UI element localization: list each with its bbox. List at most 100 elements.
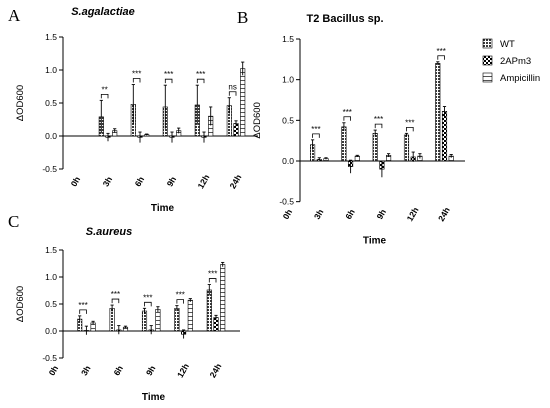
chart-title: S.agalactiae: [71, 6, 135, 18]
y-tick-label: 1.5: [45, 245, 57, 255]
y-tick-label: 1.0: [45, 272, 57, 282]
y-tick-label: -0.5: [42, 164, 57, 174]
significance-label: ***: [78, 301, 87, 310]
significance-bracket: [312, 133, 320, 138]
bar-ampicillin: [220, 264, 226, 332]
y-tick-label: 1.0: [282, 75, 294, 85]
bar-wt: [435, 63, 441, 162]
chart-panel-B: B T2 Bacillus sp. -0.5 0.0 0.5 1.0 1.5 ΔOD600 0h…: [237, 8, 465, 247]
significance-label: ***: [176, 291, 185, 300]
chart-panels: A S.agalactiae -0.5 0.0 0.5 1.0 1.5 ΔOD600 0h 3h *…: [8, 6, 465, 403]
significance-label: **: [102, 85, 108, 94]
x-tick-label: 3h: [79, 364, 93, 378]
x-tick-label: 9h: [165, 175, 179, 189]
significance-label: ***: [311, 125, 320, 134]
x-tick-label: 0h: [69, 175, 83, 189]
x-tick-label: 0h: [47, 364, 61, 378]
significance-label: ***: [343, 108, 352, 117]
chart-panel-C: C S.aureus -0.5 0.0 0.5 1.0 1.5 ΔOD600 0h 3h *** 6h…: [8, 212, 240, 403]
legend-swatch-ampicillin: [482, 72, 493, 83]
significance-bracket: [228, 91, 237, 96]
legend-swatch-wt: [482, 38, 493, 49]
bar-wt: [206, 289, 212, 332]
significance-bracket: [406, 126, 414, 132]
y-axis-label: ΔOD600: [15, 286, 26, 322]
significance-bracket: [132, 78, 141, 83]
bar-wt: [141, 310, 148, 332]
y-tick-label: 0.5: [282, 115, 294, 125]
significance-label: ***: [164, 70, 173, 79]
significance-bracket: [176, 299, 184, 304]
significance-bracket: [111, 298, 120, 304]
significance-bracket: [437, 55, 445, 60]
significance-bracket: [164, 78, 173, 84]
y-tick-label: -0.5: [279, 197, 294, 207]
y-axis-label: ΔOD600: [252, 102, 263, 138]
significance-bracket: [196, 78, 205, 84]
chart-title: T2 Bacillus sp.: [306, 13, 383, 25]
significance-label: ns: [228, 83, 236, 92]
bar-wt: [174, 308, 180, 332]
significance-label: ***: [132, 70, 141, 79]
significance-bracket: [208, 278, 217, 283]
y-tick-label: 0.0: [45, 131, 57, 141]
x-tick-label: 3h: [101, 175, 115, 189]
x-axis-label: Time: [363, 236, 387, 247]
y-tick-label: 1.5: [282, 34, 294, 44]
x-tick-label: 12h: [405, 205, 421, 223]
significance-label: ***: [196, 70, 205, 79]
y-tick-label: 1.5: [45, 32, 57, 42]
x-tick-label: 12h: [195, 173, 211, 191]
significance-bracket: [100, 93, 109, 99]
legend-label: Ampicillin: [500, 73, 540, 84]
x-tick-label: 24h: [227, 173, 243, 191]
y-tick-label: 0.5: [45, 299, 57, 309]
x-tick-label: 0h: [281, 207, 295, 221]
panel-letter: C: [8, 212, 19, 231]
bar-ampicillin: [187, 299, 193, 332]
bar-wt: [403, 134, 410, 162]
x-tick-label: 12h: [175, 362, 191, 380]
x-tick-label: 9h: [374, 207, 388, 221]
chart-panel-A: A S.agalactiae -0.5 0.0 0.5 1.0 1.5 ΔOD600 0h 3h *…: [8, 6, 258, 214]
y-tick-label: 1.0: [45, 65, 57, 75]
bar-ampicillin: [240, 68, 246, 137]
x-tick-label: 9h: [144, 364, 158, 378]
significance-bracket: [374, 123, 383, 129]
y-tick-label: 0.0: [45, 326, 57, 336]
x-axis-label: Time: [142, 392, 166, 403]
y-tick-label: 0.5: [45, 98, 57, 108]
significance-label: ***: [143, 293, 152, 302]
significance-bracket: [79, 309, 87, 314]
legend: WT 2APm3 Ampicillin: [482, 38, 540, 84]
panel-letter: B: [237, 8, 248, 27]
x-tick-label: 24h: [436, 205, 452, 223]
bar-wt: [109, 308, 115, 332]
significance-label: ***: [208, 270, 217, 279]
bar-ampicillin: [155, 309, 161, 332]
x-tick-label: 3h: [312, 207, 326, 221]
chart-title: S.aureus: [86, 226, 132, 238]
x-axis-label: Time: [151, 203, 175, 214]
x-tick-label: 6h: [343, 207, 357, 221]
significance-bracket: [144, 301, 152, 307]
bar-wt: [341, 126, 347, 162]
legend-label: WT: [500, 39, 515, 50]
legend-swatch-2apm3: [482, 55, 493, 66]
x-tick-label: 24h: [207, 362, 223, 380]
legend-label: 2APm3: [500, 56, 531, 67]
significance-label: ***: [405, 118, 414, 127]
y-tick-label: 0.0: [282, 156, 294, 166]
bar-2apm3: [441, 111, 448, 162]
significance-bracket: [343, 116, 351, 121]
x-tick-label: 6h: [133, 175, 147, 189]
significance-label: ***: [436, 47, 445, 56]
y-axis-label: ΔOD600: [15, 85, 26, 121]
panel-letter: A: [8, 6, 21, 25]
significance-label: ***: [111, 290, 120, 299]
significance-label: ***: [374, 115, 383, 124]
y-tick-label: -0.5: [42, 353, 57, 363]
bar-wt: [372, 133, 378, 162]
x-tick-label: 6h: [111, 364, 125, 378]
